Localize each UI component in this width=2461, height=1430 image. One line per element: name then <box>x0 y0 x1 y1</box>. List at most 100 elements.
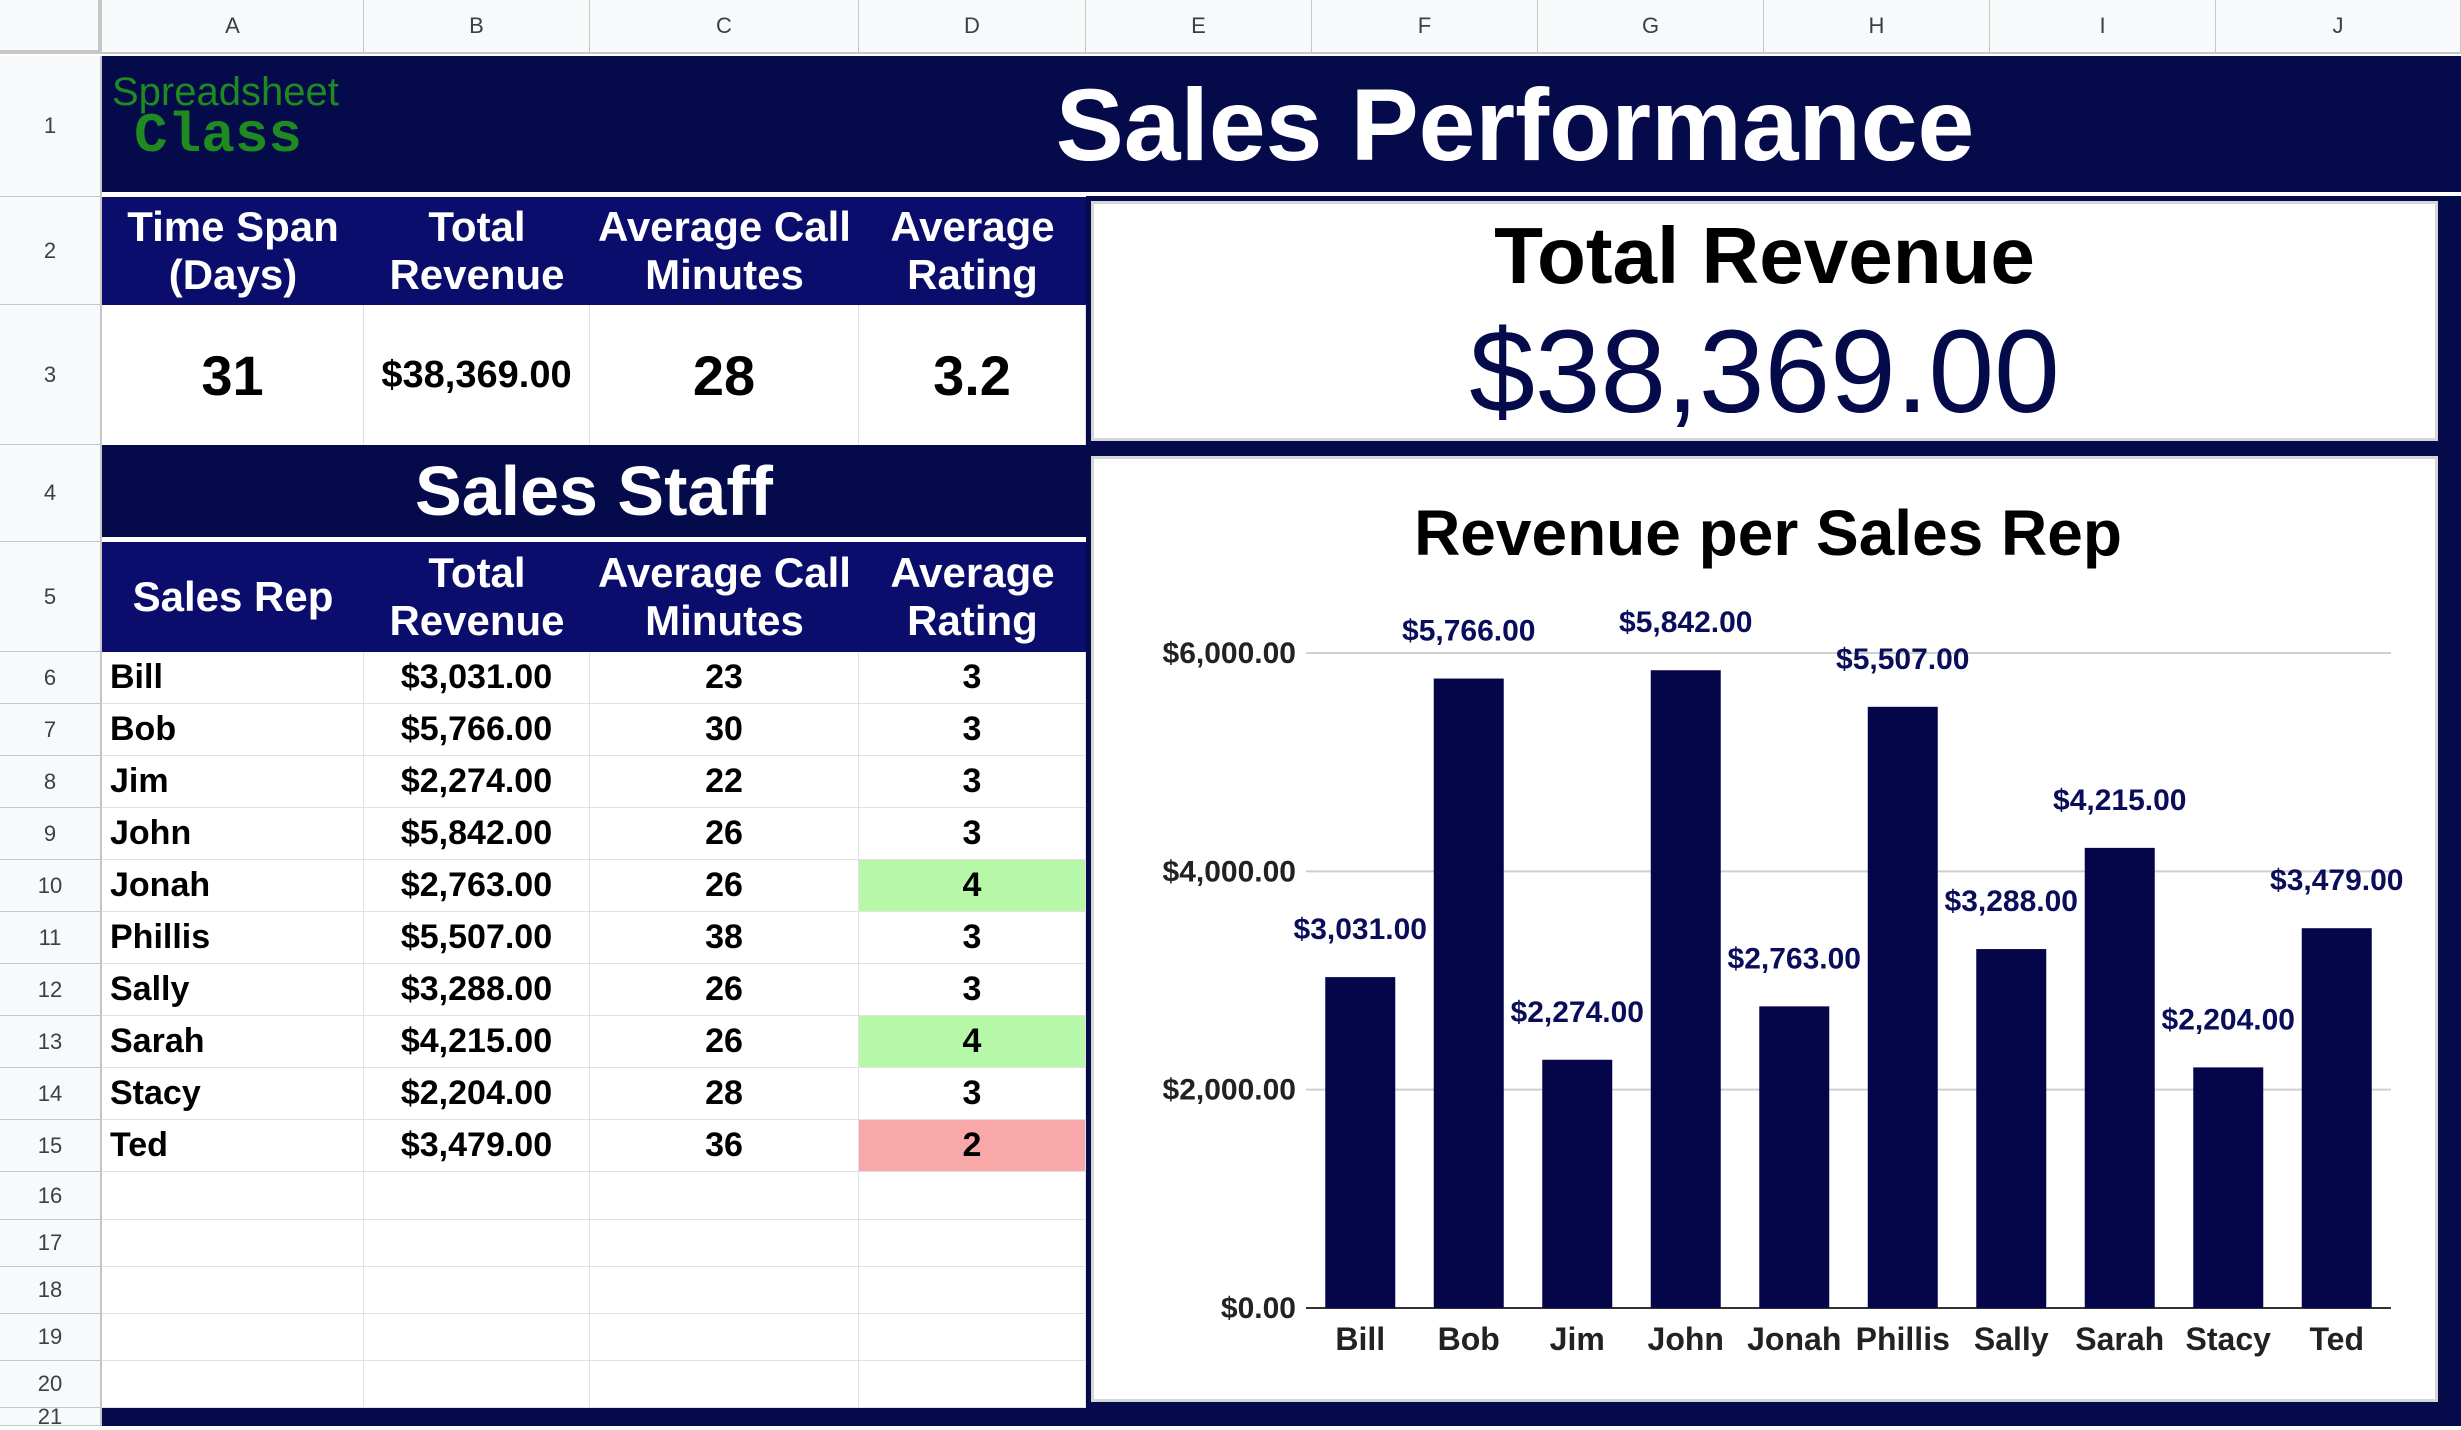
empty-cell[interactable] <box>590 1172 859 1220</box>
row-header-6[interactable]: 6 <box>0 652 102 704</box>
empty-cell[interactable] <box>859 1361 1086 1408</box>
minutes-cell[interactable]: 36 <box>590 1120 859 1172</box>
revenue-cell[interactable]: $5,766.00 <box>364 704 590 756</box>
summary-value-time-span[interactable]: 31 <box>102 305 364 445</box>
summary-value-total-revenue[interactable]: $38,369.00 <box>364 305 590 445</box>
row-header-2[interactable]: 2 <box>0 197 102 305</box>
row-header-7[interactable]: 7 <box>0 704 102 756</box>
data-label: $3,479.00 <box>2270 864 2403 897</box>
x-tick-label: Phillis <box>1856 1321 1950 1357</box>
sales-rep-cell[interactable]: Ted <box>102 1120 364 1172</box>
revenue-cell[interactable]: $2,274.00 <box>364 756 590 808</box>
row-header-4[interactable]: 4 <box>0 445 102 542</box>
revenue-cell[interactable]: $3,479.00 <box>364 1120 590 1172</box>
empty-cell[interactable] <box>102 1220 364 1267</box>
revenue-cell[interactable]: $2,204.00 <box>364 1068 590 1120</box>
sales-rep-cell[interactable]: Jonah <box>102 860 364 912</box>
row-header-10[interactable]: 10 <box>0 860 102 912</box>
empty-cell[interactable] <box>364 1314 590 1361</box>
minutes-cell[interactable]: 26 <box>590 1016 859 1068</box>
rating-cell[interactable]: 3 <box>859 964 1086 1016</box>
row-header-16[interactable]: 16 <box>0 1172 102 1220</box>
column-header-e[interactable]: E <box>1086 0 1312 54</box>
column-header-b[interactable]: B <box>364 0 590 54</box>
sales-rep-cell[interactable]: Sarah <box>102 1016 364 1068</box>
empty-cell[interactable] <box>102 1172 364 1220</box>
column-header-c[interactable]: C <box>590 0 859 54</box>
row-header-18[interactable]: 18 <box>0 1267 102 1314</box>
column-header-h[interactable]: H <box>1764 0 1990 54</box>
sales-rep-cell[interactable]: John <box>102 808 364 860</box>
summary-value-avg-rating[interactable]: 3.2 <box>859 305 1086 445</box>
rating-cell[interactable]: 3 <box>859 756 1086 808</box>
row-header-12[interactable]: 12 <box>0 964 102 1016</box>
empty-cell[interactable] <box>859 1314 1086 1361</box>
row-header-14[interactable]: 14 <box>0 1068 102 1120</box>
row-header-21[interactable]: 21 <box>0 1404 102 1429</box>
empty-cell[interactable] <box>102 1267 364 1314</box>
row-header-9[interactable]: 9 <box>0 808 102 860</box>
empty-cell[interactable] <box>364 1361 590 1408</box>
rating-cell[interactable]: 4 <box>859 1016 1086 1068</box>
minutes-cell[interactable]: 38 <box>590 912 859 964</box>
empty-cell[interactable] <box>590 1361 859 1408</box>
row-header-17[interactable]: 17 <box>0 1220 102 1267</box>
sales-rep-cell[interactable]: Sally <box>102 964 364 1016</box>
row-header-20[interactable]: 20 <box>0 1361 102 1408</box>
rating-cell[interactable]: 3 <box>859 652 1086 704</box>
revenue-cell[interactable]: $3,288.00 <box>364 964 590 1016</box>
summary-value-avg-call-minutes[interactable]: 28 <box>590 305 859 445</box>
empty-cell[interactable] <box>102 1314 364 1361</box>
column-header-g[interactable]: G <box>1538 0 1764 54</box>
empty-cell[interactable] <box>364 1220 590 1267</box>
empty-cell[interactable] <box>364 1172 590 1220</box>
minutes-cell[interactable]: 28 <box>590 1068 859 1120</box>
minutes-cell[interactable]: 26 <box>590 964 859 1016</box>
sales-rep-cell[interactable]: Stacy <box>102 1068 364 1120</box>
summary-header-time-span: Time Span (Days) <box>102 197 364 305</box>
sales-rep-cell[interactable]: Bob <box>102 704 364 756</box>
minutes-cell[interactable]: 22 <box>590 756 859 808</box>
empty-cell[interactable] <box>590 1314 859 1361</box>
revenue-cell[interactable]: $4,215.00 <box>364 1016 590 1068</box>
empty-cell[interactable] <box>859 1172 1086 1220</box>
rating-cell[interactable]: 3 <box>859 1068 1086 1120</box>
row-header-15[interactable]: 15 <box>0 1120 102 1172</box>
column-header-f[interactable]: F <box>1312 0 1538 54</box>
empty-cell[interactable] <box>859 1267 1086 1314</box>
minutes-cell[interactable]: 23 <box>590 652 859 704</box>
column-header-a[interactable]: A <box>102 0 364 54</box>
rating-cell[interactable]: 4 <box>859 860 1086 912</box>
column-header-d[interactable]: D <box>859 0 1086 54</box>
row-header-1[interactable]: 1 <box>0 56 102 197</box>
minutes-cell[interactable]: 26 <box>590 808 859 860</box>
row-header-3[interactable]: 3 <box>0 305 102 445</box>
row-header-13[interactable]: 13 <box>0 1016 102 1068</box>
empty-cell[interactable] <box>590 1220 859 1267</box>
revenue-cell[interactable]: $5,842.00 <box>364 808 590 860</box>
sales-rep-cell[interactable]: Jim <box>102 756 364 808</box>
row-header-19[interactable]: 19 <box>0 1314 102 1361</box>
revenue-cell[interactable]: $3,031.00 <box>364 652 590 704</box>
sales-rep-cell[interactable]: Phillis <box>102 912 364 964</box>
empty-cell[interactable] <box>102 1361 364 1408</box>
rating-cell[interactable]: 3 <box>859 704 1086 756</box>
row-header-8[interactable]: 8 <box>0 756 102 808</box>
revenue-cell[interactable]: $5,507.00 <box>364 912 590 964</box>
minutes-cell[interactable]: 26 <box>590 860 859 912</box>
minutes-cell[interactable]: 30 <box>590 704 859 756</box>
column-header-i[interactable]: I <box>1990 0 2216 54</box>
select-all-corner[interactable] <box>0 0 102 54</box>
empty-cell[interactable] <box>364 1267 590 1314</box>
revenue-chart-panel[interactable]: Revenue per Sales Rep $0.00 $2,000.00 $4,00… <box>1091 456 2438 1402</box>
row-header-11[interactable]: 11 <box>0 912 102 964</box>
revenue-cell[interactable]: $2,763.00 <box>364 860 590 912</box>
empty-cell[interactable] <box>859 1220 1086 1267</box>
sales-rep-cell[interactable]: Bill <box>102 652 364 704</box>
rating-cell[interactable]: 2 <box>859 1120 1086 1172</box>
empty-cell[interactable] <box>590 1267 859 1314</box>
rating-cell[interactable]: 3 <box>859 808 1086 860</box>
row-header-5[interactable]: 5 <box>0 542 102 652</box>
column-header-j[interactable]: J <box>2216 0 2461 54</box>
rating-cell[interactable]: 3 <box>859 912 1086 964</box>
